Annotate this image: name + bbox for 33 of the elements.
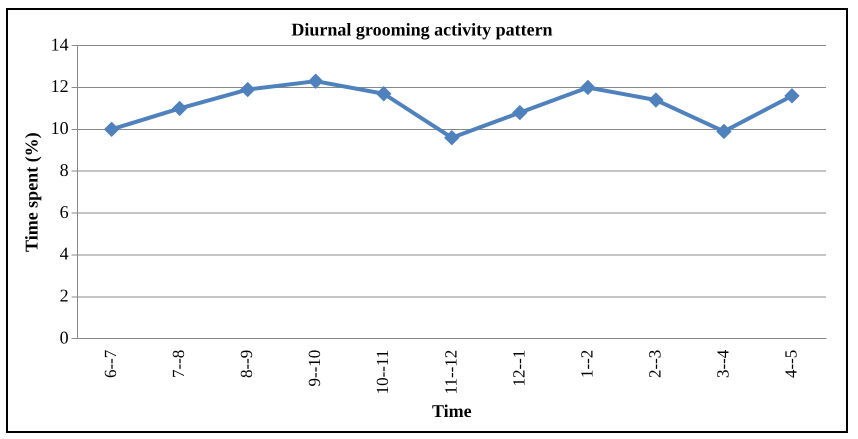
y-tick-label: 8 xyxy=(60,160,69,180)
point xyxy=(240,82,256,98)
y-tick-label: 14 xyxy=(50,34,69,54)
y-tick-label: 12 xyxy=(50,76,69,96)
point xyxy=(444,130,460,146)
x-tick-label: 6--7 xyxy=(101,349,120,378)
point xyxy=(308,74,324,89)
x-axis-title: Time xyxy=(432,400,472,421)
point xyxy=(512,105,528,120)
x-tick-label: 4--5 xyxy=(781,350,800,378)
point xyxy=(104,122,120,137)
point xyxy=(648,92,664,108)
y-tick-label: 10 xyxy=(50,118,69,138)
x-tick-label: 1--2 xyxy=(577,350,596,378)
x-tick-label: 3--4 xyxy=(713,349,732,378)
x-tick-label: 9--10 xyxy=(305,350,324,387)
x-tick-label: 7--8 xyxy=(169,350,188,378)
point xyxy=(716,124,732,139)
y-tick-label: 6 xyxy=(60,202,69,222)
x-tick-label: 12--1 xyxy=(509,350,528,387)
x-tick-label: 10--11 xyxy=(373,350,392,394)
point xyxy=(376,86,392,102)
y-tick-label: 0 xyxy=(60,327,69,348)
x-tick-label: 8--9 xyxy=(237,350,256,378)
x-tick-label: 11--12 xyxy=(441,350,460,394)
point xyxy=(580,80,596,95)
point xyxy=(172,100,188,116)
x-tick-label: 2--3 xyxy=(645,350,664,378)
y-tick-label: 2 xyxy=(60,286,69,306)
y-tick-label: 4 xyxy=(60,244,69,264)
chart-title: Diurnal grooming activity pattern xyxy=(291,19,553,40)
point xyxy=(784,88,800,104)
y-axis-title: Time spent (%) xyxy=(21,132,42,252)
